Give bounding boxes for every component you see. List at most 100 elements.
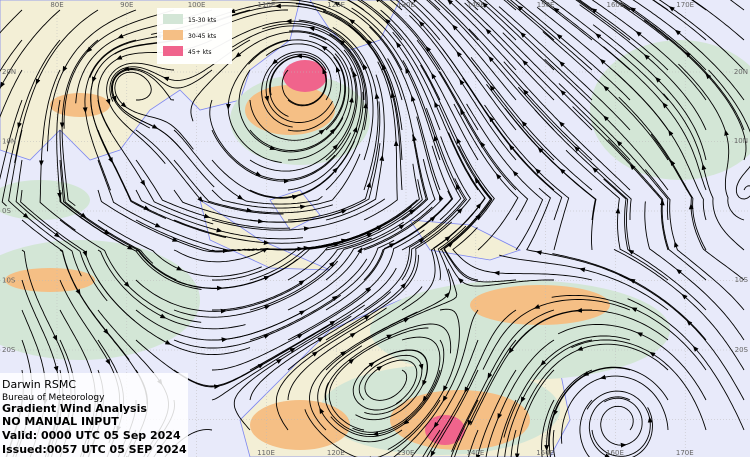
- longitude-label: 150E: [537, 1, 555, 9]
- streamline: [114, 71, 194, 150]
- streamline: [565, 149, 669, 281]
- streamline: [438, 21, 555, 161]
- streamline: [325, 33, 367, 191]
- streamline: [552, 429, 556, 457]
- streamline: [603, 178, 707, 311]
- streamline: [402, 60, 462, 221]
- streamline: [408, 15, 517, 161]
- streamline: [663, 93, 745, 251]
- latitude-label: 10S: [735, 276, 749, 284]
- streamline: [466, 0, 479, 11]
- streamline: [578, 0, 669, 71]
- streamline: [551, 0, 669, 101]
- longitude-label: 140E: [467, 449, 485, 457]
- streamline: [249, 291, 392, 401]
- streamline: [517, 86, 632, 220]
- latitude-label: 20N: [2, 68, 16, 76]
- streamline: [546, 369, 593, 457]
- streamline: [389, 0, 403, 11]
- streamline: [644, 201, 745, 341]
- streamline: [380, 0, 479, 131]
- streamline: [327, 0, 403, 71]
- centre: Darwin RSMC: [2, 378, 76, 391]
- streamline: [261, 51, 332, 128]
- streamline: [63, 9, 175, 129]
- streamline: [387, 308, 460, 450]
- streamline: [503, 61, 631, 191]
- streamline: [627, 298, 745, 431]
- streamline: [515, 0, 631, 101]
- streamline: [262, 23, 368, 131]
- streamline: [470, 57, 593, 191]
- streamline: [173, 129, 323, 205]
- streamline: [287, 163, 420, 251]
- streamline: [516, 369, 555, 457]
- streamline: [592, 24, 707, 161]
- streamline: [452, 227, 593, 281]
- streamline: [393, 309, 479, 457]
- streamline: [440, 216, 554, 287]
- streamline: [111, 69, 182, 150]
- streamline: [135, 129, 284, 215]
- info-background: [0, 373, 188, 457]
- streamline: [97, 249, 246, 330]
- streamline: [173, 260, 339, 318]
- streamline: [499, 254, 669, 311]
- streamline: [231, 25, 365, 101]
- streamline: [173, 322, 335, 387]
- streamline: [433, 132, 486, 281]
- streamline: [348, 24, 403, 191]
- streamline: [577, 0, 593, 11]
- streamline: [287, 49, 362, 191]
- legend-label: 45+ kts: [188, 49, 212, 56]
- streamline: [400, 0, 441, 41]
- streamline: [173, 294, 341, 349]
- streamline: [135, 279, 303, 312]
- streamline: [325, 221, 453, 341]
- streamline: [572, 106, 669, 251]
- streamline: [287, 206, 433, 311]
- streamline: [416, 39, 517, 191]
- streamline: [97, 279, 251, 356]
- streamline: [59, 159, 177, 281]
- latitude-label: 10S: [2, 277, 16, 285]
- latitude-label: 20S: [735, 346, 749, 354]
- streamline: [618, 0, 707, 71]
- streamline: [233, 315, 352, 431]
- streamline: [454, 339, 517, 457]
- streamline: [534, 109, 631, 251]
- streamline: [544, 58, 669, 191]
- legend-swatch: [163, 46, 183, 56]
- streamline: [411, 339, 479, 457]
- product: Gradient Wind Analysis: [2, 402, 147, 415]
- streamline: [0, 9, 61, 90]
- streamline: [575, 0, 631, 41]
- streamline: [190, 31, 327, 122]
- streamline: [15, 159, 108, 302]
- streamline: [498, 6, 631, 131]
- streamline: [422, 429, 441, 457]
- streamline: [612, 70, 707, 221]
- streamline: [210, 20, 365, 71]
- streamline: [249, 91, 364, 198]
- streamline: [325, 158, 436, 281]
- streamline: [464, 2, 593, 131]
- streamline: [548, 366, 669, 446]
- info-box: Darwin RSMC Bureau of Meteorology Gradie…: [0, 373, 188, 457]
- streamline: [643, 19, 747, 161]
- streamline: [644, 169, 745, 311]
- longitude-label: 100E: [188, 1, 206, 9]
- streamline: [249, 206, 412, 281]
- streamline: [552, 253, 707, 341]
- streamline: [426, 0, 517, 101]
- streamline: [483, 0, 593, 101]
- legend-label: 15-30 kts: [188, 17, 216, 24]
- streamline: [650, 133, 745, 281]
- streamline: [289, 30, 358, 161]
- streamline: [357, 0, 403, 41]
- streamline: [328, 327, 429, 431]
- streamline: [90, 39, 175, 161]
- streamline: [363, 145, 454, 281]
- streamline: [579, 4, 707, 131]
- streamline: [249, 143, 381, 223]
